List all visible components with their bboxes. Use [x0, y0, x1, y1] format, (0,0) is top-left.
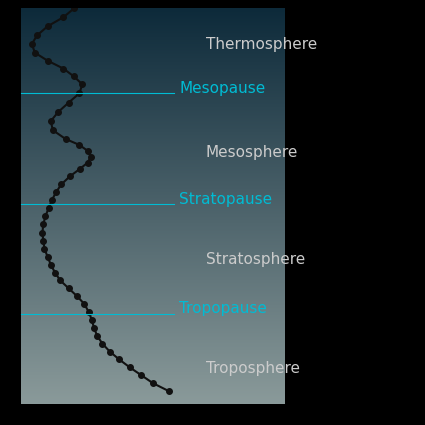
Point: [106, 348, 113, 355]
Point: [41, 245, 48, 252]
Point: [79, 81, 86, 88]
Point: [76, 90, 82, 97]
Text: Mesosphere: Mesosphere: [206, 145, 298, 160]
Point: [28, 41, 35, 48]
Point: [65, 285, 72, 292]
Point: [74, 293, 80, 300]
Point: [40, 238, 47, 244]
Point: [47, 261, 54, 268]
Point: [51, 269, 58, 276]
Point: [94, 332, 101, 339]
Text: Tropopause: Tropopause: [179, 301, 267, 316]
Text: Troposphere: Troposphere: [206, 361, 300, 376]
Point: [81, 301, 88, 308]
Point: [76, 142, 82, 148]
Point: [116, 356, 123, 363]
Point: [91, 324, 97, 331]
Point: [62, 136, 69, 142]
Text: Mesopause: Mesopause: [179, 81, 266, 96]
Point: [60, 65, 67, 72]
Point: [44, 23, 51, 30]
Point: [53, 189, 60, 196]
Point: [150, 380, 156, 387]
Point: [77, 165, 84, 172]
Point: [31, 49, 38, 56]
Text: Stratopause: Stratopause: [179, 192, 272, 207]
Point: [42, 212, 49, 219]
Point: [58, 181, 65, 188]
Text: Stratosphere: Stratosphere: [206, 252, 305, 267]
Point: [84, 147, 91, 154]
Point: [88, 153, 94, 160]
Text: Thermosphere: Thermosphere: [206, 37, 317, 51]
Point: [99, 340, 106, 347]
Point: [34, 32, 40, 39]
Point: [138, 372, 145, 379]
Point: [55, 109, 62, 116]
Point: [44, 57, 51, 64]
Point: [165, 388, 172, 394]
Point: [71, 5, 77, 12]
Point: [71, 73, 77, 80]
Point: [47, 118, 54, 125]
Point: [57, 277, 64, 284]
Point: [60, 14, 67, 20]
Point: [85, 309, 92, 315]
Point: [48, 197, 55, 204]
Point: [45, 205, 52, 212]
Point: [39, 230, 46, 236]
Point: [65, 99, 72, 106]
Point: [84, 159, 91, 166]
Point: [88, 317, 95, 323]
Point: [66, 173, 73, 180]
Point: [44, 253, 51, 260]
Point: [49, 127, 56, 133]
Point: [40, 221, 47, 227]
Point: [126, 364, 133, 371]
